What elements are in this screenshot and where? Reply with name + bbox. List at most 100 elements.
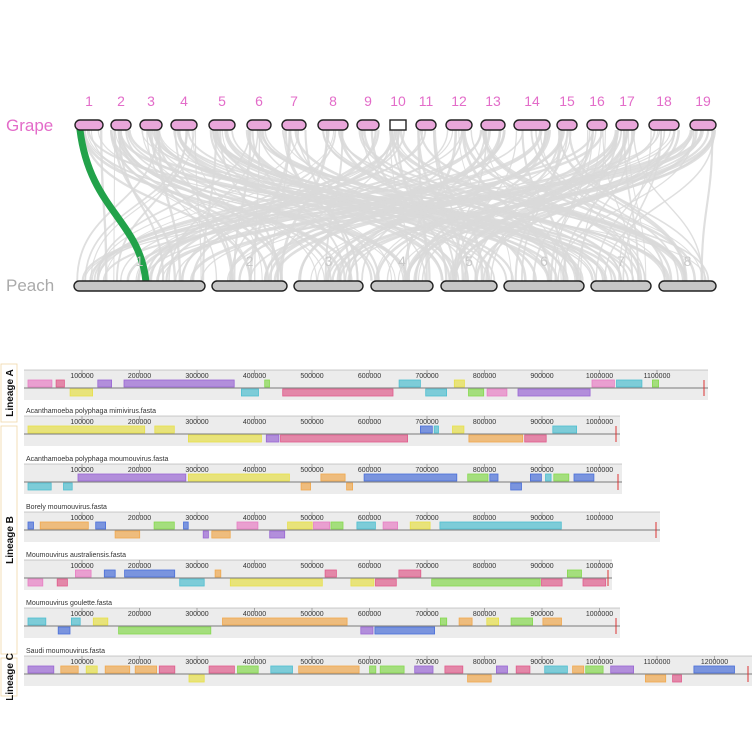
lcb-block (71, 617, 81, 626)
lcb-block (95, 521, 106, 530)
synteny-link (375, 129, 619, 282)
ruler-tick-label: 500000 (300, 563, 323, 570)
synteny-link (181, 129, 394, 282)
top-chromosome-13[interactable]: 13 (480, 93, 506, 131)
top-chromosome-1[interactable]: 1 (74, 93, 104, 131)
bottom-chromosome-4[interactable]: 4 (370, 253, 434, 292)
ruler-tick-label: 400000 (243, 419, 266, 426)
top-genome-label: Grape (6, 116, 53, 135)
lineage-label-3: Lineage C (0, 653, 18, 700)
ruler-tick-label: 700000 (415, 659, 438, 666)
ruler-tick-label: 1000000 (586, 419, 613, 426)
top-chromosome-10[interactable]: 10 (389, 93, 407, 131)
alignment-track: Borely moumouvirus.fasta 100000 200000 3000… (24, 504, 660, 542)
top-chromosome-12[interactable]: 12 (445, 93, 473, 131)
top-chromosome-5[interactable]: 5 (208, 93, 236, 131)
ruler-tick-label: 1000000 (586, 611, 613, 618)
genome-alignment-panel: 100000 200000 300000 400000 500000 600000 7000… (0, 363, 752, 700)
lcb-block (453, 379, 465, 388)
chromosome-label: 3 (147, 93, 155, 109)
top-chromosome-2[interactable]: 2 (110, 93, 132, 131)
ruler-tick-label: 800000 (473, 419, 496, 426)
top-chromosome-16[interactable]: 16 (586, 93, 608, 131)
synteny-link (157, 129, 182, 282)
ruler-tick-label: 300000 (185, 659, 208, 666)
synteny-link (419, 129, 687, 282)
ruler-tick-label: 700000 (415, 515, 438, 522)
lcb-block (39, 521, 89, 530)
ruler-tick-label: 400000 (243, 611, 266, 618)
lcb-block (214, 569, 222, 578)
bottom-chromosome-3[interactable]: 3 (293, 253, 364, 292)
ruler-tick-label: 1100000 (644, 373, 671, 380)
lcb-block (486, 388, 508, 397)
top-chromosome-15[interactable]: 15 (556, 93, 578, 131)
lcb-block (553, 473, 570, 482)
top-chromosome-7[interactable]: 7 (281, 93, 307, 131)
lineage-name: Lineage C (5, 653, 16, 700)
lcb-block (489, 473, 499, 482)
top-chromosome-19[interactable]: 19 (689, 93, 717, 131)
ruler-tick-label: 900000 (530, 419, 553, 426)
ruler-tick-label: 1000000 (586, 659, 613, 666)
lcb-block (567, 569, 582, 578)
top-chromosome-9[interactable]: 9 (356, 93, 380, 131)
synteny-link (156, 129, 283, 282)
synteny-link (113, 129, 177, 282)
ruler-tick-label: 1000000 (586, 467, 613, 474)
bottom-chromosome-8[interactable]: 8 (658, 253, 717, 292)
lcb-block (409, 521, 431, 530)
lcb-block (179, 578, 205, 587)
top-chromosome-18[interactable]: 18 (648, 93, 680, 131)
ruler-tick-label: 400000 (243, 563, 266, 570)
top-chromosome-3[interactable]: 3 (139, 93, 163, 131)
top-chromosome-14[interactable]: 14 (513, 93, 551, 131)
chromosome-bar (356, 119, 380, 131)
lcb-block (265, 434, 280, 443)
lcb-block (280, 434, 408, 443)
top-chromosome-11[interactable]: 11 (415, 93, 437, 131)
synteny-link (484, 129, 562, 282)
lcb-block (379, 665, 405, 674)
lcb-block (433, 425, 439, 434)
synteny-link (484, 129, 703, 282)
bottom-chromosome-1[interactable]: 1 (73, 253, 206, 292)
lcb-block (582, 578, 607, 587)
lcb-block (591, 379, 615, 388)
ruler-tick-label: 500000 (300, 611, 323, 618)
ruler-tick-label: 900000 (530, 467, 553, 474)
top-chromosome-6[interactable]: 6 (246, 93, 272, 131)
bottom-chromosome-5[interactable]: 5 (440, 253, 498, 292)
synteny-link (84, 129, 408, 282)
ruler-tick-label: 800000 (473, 563, 496, 570)
bottom-chromosome-2[interactable]: 2 (211, 253, 288, 292)
lcb-block (298, 665, 360, 674)
synteny-link (81, 129, 595, 282)
chromosome-label: 6 (255, 93, 263, 109)
synteny-link (281, 129, 576, 282)
chromosome-bar (73, 280, 206, 292)
lcb-block (356, 521, 376, 530)
synteny-link (618, 129, 652, 282)
bottom-chromosome-7[interactable]: 7 (590, 253, 652, 292)
lcb-block (103, 569, 116, 578)
bottom-chromosome-6[interactable]: 6 (503, 253, 585, 292)
chromosome-bar (170, 119, 198, 131)
chromosome-label: 3 (325, 253, 333, 269)
lcb-block (468, 388, 485, 397)
chromosome-bar (556, 119, 578, 131)
synteny-link (187, 129, 622, 282)
top-chromosome-4[interactable]: 4 (170, 93, 198, 131)
top-chromosome-8[interactable]: 8 (317, 93, 349, 131)
lineage-labels: Lineage A Lineage B Lineage C (0, 363, 18, 700)
chromosome-label: 6 (540, 253, 548, 269)
chromosome-bar (415, 119, 437, 131)
lcb-block (544, 665, 568, 674)
lcb-block (237, 665, 259, 674)
lineage-label-2: Lineage B (0, 425, 18, 655)
genome-name: Acanthamoeba polyphaga moumouvirus.fasta (26, 456, 169, 463)
top-chromosome-17[interactable]: 17 (615, 93, 639, 131)
chromosome-label: 4 (180, 93, 188, 109)
synteny-link (454, 129, 561, 282)
ruler-tick-label: 100000 (70, 611, 93, 618)
